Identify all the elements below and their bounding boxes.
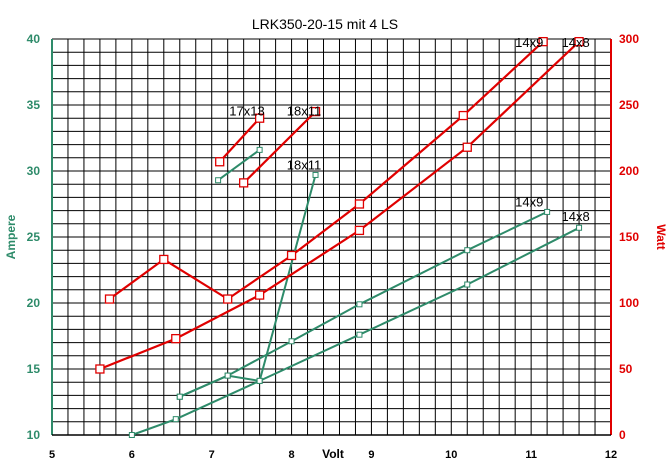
series-annotation: 14x9: [515, 35, 543, 50]
data-point: [104, 294, 115, 304]
x-tick-label: 12: [605, 449, 617, 461]
series-layer: [95, 36, 584, 438]
y-left-tick-label: 40: [27, 32, 41, 46]
data-point: [458, 110, 468, 121]
data-point: [288, 338, 295, 345]
series-right-14x9: [104, 36, 548, 304]
data-point: [254, 113, 265, 123]
x-tick-label: 6: [129, 449, 135, 461]
data-point: [354, 225, 365, 236]
series-annotation: 17x13: [229, 104, 264, 119]
y-right-tick-label: 0: [619, 428, 626, 442]
series-right-17x13: [215, 113, 265, 167]
data-point: [176, 393, 183, 400]
series-annotation: 18x11: [287, 104, 321, 119]
series-line: [218, 117, 261, 163]
data-point: [310, 106, 321, 117]
series-line: [99, 40, 580, 371]
x-tick-label: 9: [368, 449, 374, 461]
series-annotation: 18x11: [287, 158, 321, 173]
series-left-14x8: [128, 224, 583, 438]
y-left-tick-label: 15: [27, 362, 41, 376]
y-left-tick-label: 35: [27, 98, 41, 112]
series-line: [217, 149, 261, 182]
data-point: [464, 281, 471, 288]
data-point: [223, 294, 233, 304]
data-point: [95, 364, 105, 374]
y-right-tick-label: 100: [619, 296, 639, 310]
x-tick-label: 11: [525, 449, 537, 461]
data-point: [286, 250, 297, 261]
data-point: [312, 171, 319, 178]
series-right-14x8: [95, 36, 584, 374]
data-point: [354, 199, 365, 209]
data-point: [171, 333, 181, 344]
series-annotation: 14x8: [561, 35, 589, 50]
series-annotation: 14x9: [515, 195, 543, 210]
series-line: [179, 210, 548, 398]
gridlines: [51, 38, 612, 436]
y-left-tick-label: 25: [27, 230, 41, 244]
data-point: [356, 301, 363, 308]
series-line: [242, 110, 317, 184]
y-right-tick-label: 50: [619, 362, 633, 376]
x-tick-label: 8: [289, 449, 295, 461]
axes: [51, 39, 612, 436]
data-point: [215, 177, 222, 184]
x-tick-label: 5: [49, 449, 55, 461]
data-point: [128, 432, 135, 438]
y-axis-right-label: Watt: [654, 224, 668, 250]
y-right-tick-label: 300: [619, 32, 639, 46]
data-point: [464, 247, 471, 254]
data-point: [256, 146, 263, 153]
x-tick-label: 10: [445, 449, 457, 461]
y-left-tick-label: 10: [27, 428, 41, 442]
series-left-17x13: [215, 146, 263, 184]
x-axis-label: Volt: [322, 447, 344, 461]
data-point: [538, 36, 548, 47]
y-left-tick-label: 20: [27, 296, 41, 310]
data-point: [544, 208, 551, 215]
y-right-tick-label: 150: [619, 230, 639, 244]
y-right-tick-label: 200: [619, 164, 639, 178]
data-point: [224, 372, 231, 379]
y-axis-left-label: Ampere: [4, 214, 18, 259]
data-point: [576, 224, 583, 231]
data-point: [356, 331, 363, 338]
series-line: [131, 226, 580, 436]
y-right-tick-label: 250: [619, 98, 639, 112]
series-left-14x9: [176, 208, 551, 400]
chart-title: LRK350-20-15 mit 4 LS: [252, 16, 398, 32]
series-annotation: 14x8: [561, 209, 589, 224]
x-tick-label: 7: [209, 449, 215, 461]
data-point: [215, 157, 225, 167]
labels-layer: 10 15 20 25 30 35 40 0 50 100 150 200 250 300 5 6 7 8 9 10 1…: [27, 32, 640, 461]
data-point: [462, 142, 472, 152]
data-point: [159, 254, 169, 265]
data-point: [172, 416, 179, 423]
series-right-18x11: [239, 106, 321, 188]
data-point: [254, 290, 265, 300]
data-point: [239, 178, 249, 188]
data-point: [256, 377, 263, 384]
data-point: [574, 36, 584, 47]
y-left-tick-label: 30: [27, 164, 41, 178]
